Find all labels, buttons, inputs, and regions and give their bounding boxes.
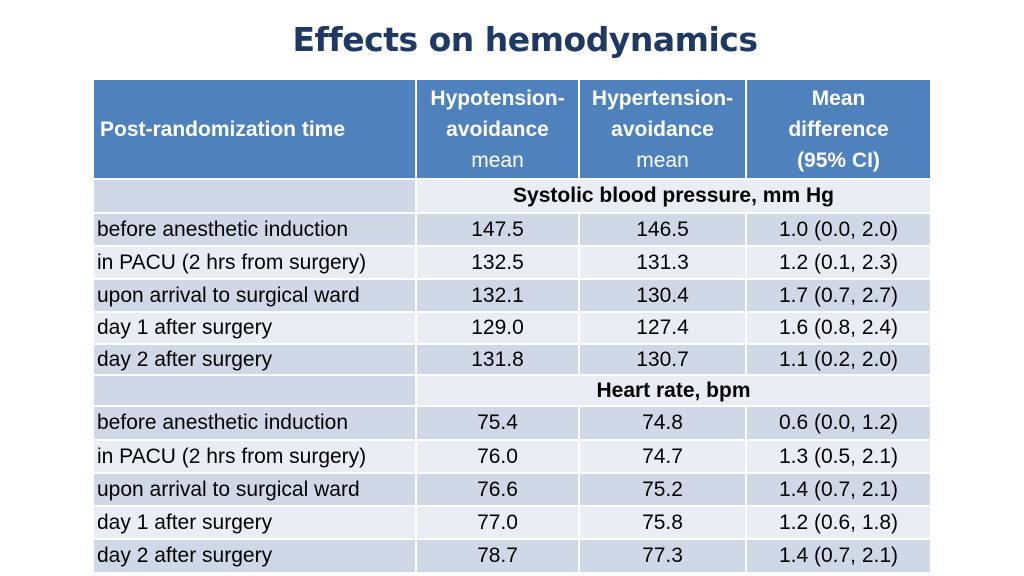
header-hypo-line1: Hypotension- (430, 86, 565, 110)
row-hypertension-mean: 74.8 (579, 405, 747, 440)
header-diff-line2: difference (788, 117, 889, 141)
row-time-cell: day 2 after surgery (94, 343, 417, 375)
row-hypertension-mean: 146.5 (579, 212, 747, 246)
table-row: day 1 after surgery 77.0 75.8 1.2 (0.6, 1.8… (94, 505, 930, 539)
row-hypotension-mean: 76.0 (416, 439, 580, 473)
page-title: Effects on hemodynamics (292, 20, 759, 59)
table-row: before anesthetic induction 147.5 146.5 1.0… (94, 212, 930, 246)
row-time-cell: before anesthetic induction (94, 212, 417, 246)
section-header-row: Heart rate, bpm (94, 374, 930, 406)
row-mean-difference: 1.4 (0.7, 2.1) (746, 472, 930, 506)
table-body: Systolic blood pressure, mm Hg before ane… (94, 178, 930, 572)
row-time-cell: upon arrival to surgical ward (94, 278, 417, 312)
row-mean-difference: 1.4 (0.7, 2.1) (746, 538, 930, 572)
header-row: Post-randomization time Hypotension- avo… (94, 80, 930, 179)
section-header-row: Systolic blood pressure, mm Hg (94, 178, 930, 213)
row-mean-difference: 1.2 (0.6, 1.8) (746, 505, 930, 539)
row-time-cell: day 1 after surgery (94, 311, 417, 344)
row-hypertension-mean: 130.7 (579, 343, 747, 375)
row-time-cell: upon arrival to surgical ward (94, 472, 417, 506)
row-hypertension-mean: 131.3 (579, 245, 747, 279)
row-hypertension-mean: 130.4 (579, 278, 747, 312)
header-hypertension-avoidance: Hypertension- avoidance mean (579, 80, 747, 179)
row-mean-difference: 1.2 (0.1, 2.3) (746, 245, 930, 279)
table-row: day 2 after surgery 131.8 130.7 1.1 (0.2, 2… (94, 343, 930, 375)
table-row: in PACU (2 hrs from surgery) 132.5 131.3 1.… (94, 245, 930, 279)
section-title: Heart rate, bpm (416, 374, 930, 406)
header-hyper-line3: mean (636, 148, 689, 172)
row-time-cell: before anesthetic induction (94, 405, 417, 440)
row-mean-difference: 1.0 (0.0, 2.0) (746, 212, 930, 246)
row-hypertension-mean: 127.4 (579, 311, 747, 344)
header-post-randomization-time: Post-randomization time (94, 80, 417, 179)
header-hypotension-avoidance: Hypotension- avoidance mean (416, 80, 580, 179)
row-time-cell: in PACU (2 hrs from surgery) (94, 245, 417, 279)
table-row: day 1 after surgery 129.0 127.4 1.6 (0.8, 2… (94, 311, 930, 344)
row-hypertension-mean: 75.2 (579, 472, 747, 506)
row-hypotension-mean: 132.1 (416, 278, 580, 312)
row-hypotension-mean: 132.5 (416, 245, 580, 279)
table-row: before anesthetic induction 75.4 74.8 0.6 (… (94, 405, 930, 440)
section-blank-cell (94, 178, 417, 213)
row-hypotension-mean: 77.0 (416, 505, 580, 539)
row-hypertension-mean: 77.3 (579, 538, 747, 572)
row-hypertension-mean: 75.8 (579, 505, 747, 539)
table-row: day 2 after surgery 78.7 77.3 1.4 (0.7, 2.1… (94, 538, 930, 572)
row-time-cell: in PACU (2 hrs from surgery) (94, 439, 417, 473)
row-mean-difference: 1.1 (0.2, 2.0) (746, 343, 930, 375)
row-hypotension-mean: 131.8 (416, 343, 580, 375)
section-title: Systolic blood pressure, mm Hg (416, 178, 930, 213)
row-hypotension-mean: 75.4 (416, 405, 580, 440)
header-hypo-line2: avoidance (446, 117, 549, 141)
row-mean-difference: 1.7 (0.7, 2.7) (746, 278, 930, 312)
row-hypertension-mean: 74.7 (579, 439, 747, 473)
header-diff-line1: Mean (811, 86, 866, 110)
row-time-cell: day 2 after surgery (94, 538, 417, 572)
table-row: in PACU (2 hrs from surgery) 76.0 74.7 1.3 … (94, 439, 930, 473)
table-row: upon arrival to surgical ward 76.6 75.2 1.4… (94, 472, 930, 506)
table-row: upon arrival to surgical ward 132.1 130.4 1… (94, 278, 930, 312)
row-hypotension-mean: 129.0 (416, 311, 580, 344)
row-hypotension-mean: 147.5 (416, 212, 580, 246)
row-time-cell: day 1 after surgery (94, 505, 417, 539)
row-mean-difference: 1.3 (0.5, 2.1) (746, 439, 930, 473)
header-hyper-line1: Hypertension- (591, 86, 734, 110)
header-hypo-line3: mean (471, 148, 524, 172)
section-blank-cell (94, 374, 417, 406)
row-hypotension-mean: 76.6 (416, 472, 580, 506)
hemodynamics-table: Post-randomization time Hypotension- avo… (94, 80, 930, 572)
row-hypotension-mean: 78.7 (416, 538, 580, 572)
header-mean-difference: Mean difference (95% CI) (746, 80, 930, 179)
row-mean-difference: 1.6 (0.8, 2.4) (746, 311, 930, 344)
header-diff-line3: (95% CI) (797, 148, 880, 172)
row-mean-difference: 0.6 (0.0, 1.2) (746, 405, 930, 440)
header-hyper-line2: avoidance (611, 117, 714, 141)
